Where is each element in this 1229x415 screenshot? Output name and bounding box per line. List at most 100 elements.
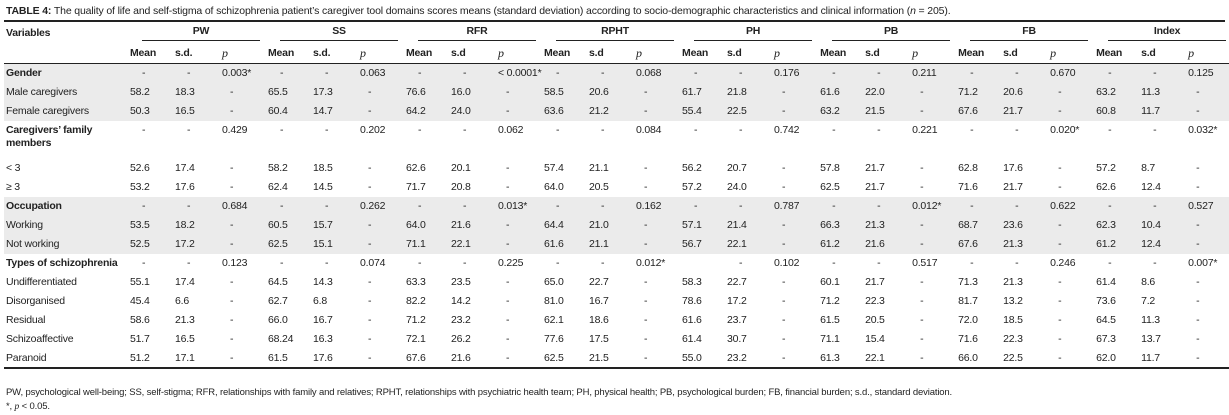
group-header-fb: FB [956,23,1094,43]
group-header-label: PB [832,25,951,41]
rfr-sd-cell: - [449,196,490,216]
rfr-sd-cell: - [463,256,467,269]
rpht-mean-cell: 81.0 [544,294,564,307]
rpht-sd-cell: 21.2 [587,101,629,121]
ph-mean-cell [680,254,725,273]
index-sd-cell: 12.4 [1139,234,1181,254]
footnote-abbreviations: PW, psychological well-being; SS, self-s… [6,387,953,398]
rfr-sd-cell: 23.5 [451,275,471,288]
ph-mean-cell: - [680,196,726,216]
index-sd-cell: 11.3 [1141,313,1160,326]
pw-mean-cell: - [128,196,173,216]
pw-p-cell: - [214,82,266,102]
pw-mean-cell: - [128,63,173,83]
pw-p-cell: 0.429 [222,123,248,136]
rfr-p-cell: 0.062 [498,123,524,136]
index-p-cell: 0.007* [1188,256,1218,269]
rfr-mean-cell: 63.3 [406,275,426,288]
rfr-mean-cell: 64.2 [404,101,449,121]
fb-p-cell: 0.622 [1042,196,1095,216]
table-row: Disorganised 45.4 6.6 - 62.7 6.8 - 82.2 14.2 - 81.… [4,292,1229,311]
ss-p-cell: - [368,275,372,288]
rfr-p-cell: - [506,332,510,345]
fb-p-cell: - [1058,161,1062,174]
pw-sd-header: s.d. [173,43,214,64]
pw-sd-cell: 17.6 [175,180,195,193]
ph-p-cell: - [782,161,786,174]
pw-p-cell: - [230,332,234,345]
pb-p-cell: - [904,101,957,121]
n-value: = 205). [915,5,951,17]
rpht-mean-cell: 61.6 [542,234,588,254]
significance-p: p [14,402,20,412]
ph-mean-cell: 55.0 [680,348,726,369]
rpht-sd-cell: 21.0 [587,215,629,235]
fb-p-cell: - [1058,294,1062,307]
row-label: Occupation [4,196,128,216]
fb-p-cell: - [1058,332,1062,345]
ph-p-cell: 0.787 [766,196,819,216]
variables-header: Variables [6,27,51,39]
row-label: < 3 [6,161,21,174]
fb-mean-cell: 62.8 [958,161,978,174]
ph-mean-cell: 56.2 [682,161,702,174]
rfr-mean-cell: - [418,123,422,136]
rpht-sd-cell: 16.7 [589,294,609,307]
fb-p-cell: - [1042,101,1095,121]
ss-p-cell: - [368,180,372,193]
ph-sd-cell: 21.8 [725,82,767,102]
ss-p-cell: - [352,101,404,121]
pw-mean-cell: 53.5 [128,215,173,235]
rpht-sd-cell: 20.6 [587,82,629,102]
pw-sd-cell: - [187,256,191,269]
rpht-mean-cell: 63.6 [542,101,588,121]
pw-sd-cell: 18.3 [173,82,214,102]
pw-p-cell: - [214,215,266,235]
pw-mean-cell: 45.4 [130,294,150,307]
rpht-p-cell: - [644,275,648,288]
index-p-header: p [1180,43,1229,64]
rfr-p-cell: - [506,313,510,326]
category-row: Caregivers’ family members - - 0.429 - - 0.202… [4,121,1229,159]
index-p-cell: - [1196,294,1200,307]
pw-p-cell: - [230,161,234,174]
rpht-p-cell: - [628,215,681,235]
row-label: Undifferentiated [6,275,77,288]
ss-sd-cell: 17.3 [311,82,352,102]
table-row: ≥ 3 53.2 17.6 - 62.4 14.5 - 71.7 20.8 - 64.0 20.5 - 5… [4,178,1229,197]
pw-sd-cell: - [173,63,214,83]
fb-p-cell: - [1042,234,1095,254]
index-p-cell: 0.527 [1180,196,1229,216]
rpht-p-cell: - [644,332,648,345]
fb-sd-cell: - [1015,256,1019,269]
fb-sd-cell: - [1001,63,1043,83]
pb-sd-cell: 21.7 [865,180,885,193]
index-mean-cell: 60.8 [1094,101,1140,121]
ph-sd-cell: - [739,256,743,269]
rfr-mean-cell: 71.7 [406,180,426,193]
rfr-p-cell: - [506,180,510,193]
ss-p-cell: - [368,332,372,345]
fb-mean-cell: 68.7 [956,215,1002,235]
rpht-sd-cell: 21.1 [589,161,609,174]
pb-sd-cell: 21.6 [863,234,905,254]
row-label: Caregivers’ family members [6,123,93,149]
ss-sd-cell: 15.7 [311,215,352,235]
table-row: Not working 52.5 17.2-62.5 15.1-71.1 22.1-61… [4,234,1229,254]
pb-p-cell: - [904,215,957,235]
index-p-cell: - [1180,82,1229,102]
index-mean-cell: 67.3 [1096,332,1116,345]
rpht-mean-cell: 77.6 [544,332,564,345]
rfr-mean-cell: 67.6 [404,348,449,369]
rpht-sd-cell: 22.7 [589,275,609,288]
index-sd-cell: 11.7 [1139,101,1181,121]
row-label: Not working [4,234,128,254]
ph-p-header: p [766,43,819,64]
ss-sd-cell: 16.7 [313,313,333,326]
ph-sd-cell: - [725,63,767,83]
rpht-mean-cell: 65.0 [544,275,564,288]
rfr-mean-cell: - [418,256,422,269]
ph-mean-cell: 58.3 [682,275,702,288]
fb-sd-cell: 21.3 [1003,275,1023,288]
index-mean-cell: 63.2 [1094,82,1140,102]
